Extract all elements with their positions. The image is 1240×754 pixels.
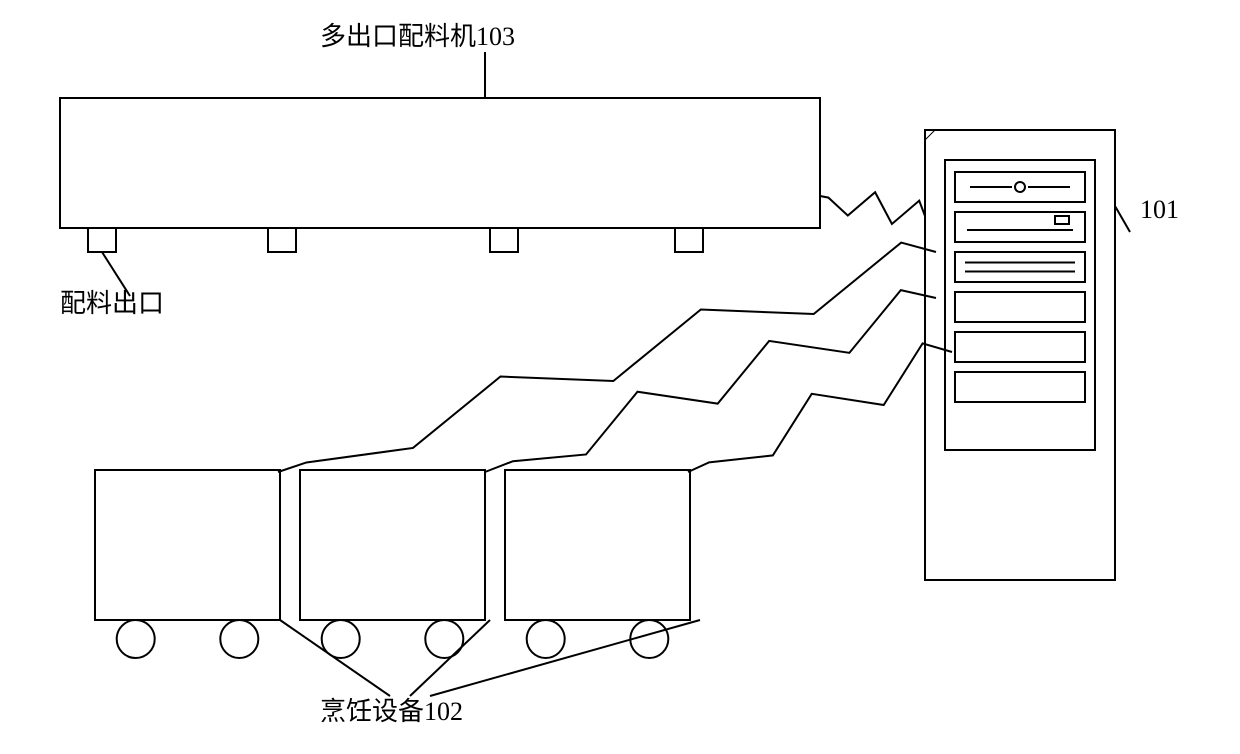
signal-2 xyxy=(485,290,936,472)
server-slot-0-eye xyxy=(1015,182,1025,192)
dispenser-outlet-1 xyxy=(268,228,296,252)
signal-3 xyxy=(688,343,952,472)
callout-4 xyxy=(430,620,700,696)
dispenser-body xyxy=(60,98,820,228)
server-outer xyxy=(925,130,1115,580)
cart-wheel-1-b xyxy=(425,620,463,658)
server-slot-1-btn xyxy=(1055,216,1069,224)
labels.server_id: 101 xyxy=(1140,195,1179,224)
server-slot-4 xyxy=(955,332,1085,362)
cart-body-1 xyxy=(300,470,485,620)
server-slot-5 xyxy=(955,372,1085,402)
labels.dispenser_title: 多出口配料机103 xyxy=(320,22,515,51)
server-slot-3 xyxy=(955,292,1085,322)
signal-1 xyxy=(278,243,936,472)
diagram-svg: 多出口配料机103 配料出口烹饪设备102 101 xyxy=(0,0,1240,754)
dispenser-outlet-3 xyxy=(675,228,703,252)
server-slot-2 xyxy=(955,252,1085,282)
cart-wheel-0-b xyxy=(220,620,258,658)
server-panel xyxy=(945,160,1095,450)
cart-wheel-0-a xyxy=(117,620,155,658)
labels.outlet: 配料出口 xyxy=(60,289,164,318)
dispenser-outlet-2 xyxy=(490,228,518,252)
labels.cooking: 烹饪设备102 xyxy=(320,697,463,726)
cart-body-0 xyxy=(95,470,280,620)
callout-3 xyxy=(410,620,490,696)
server-bevel xyxy=(925,130,1115,580)
cart-wheel-2-a xyxy=(527,620,565,658)
callout-5 xyxy=(1115,206,1130,232)
cart-body-2 xyxy=(505,470,690,620)
signal-0 xyxy=(820,192,925,224)
dispenser-outlet-0 xyxy=(88,228,116,252)
callout-2 xyxy=(280,620,390,696)
